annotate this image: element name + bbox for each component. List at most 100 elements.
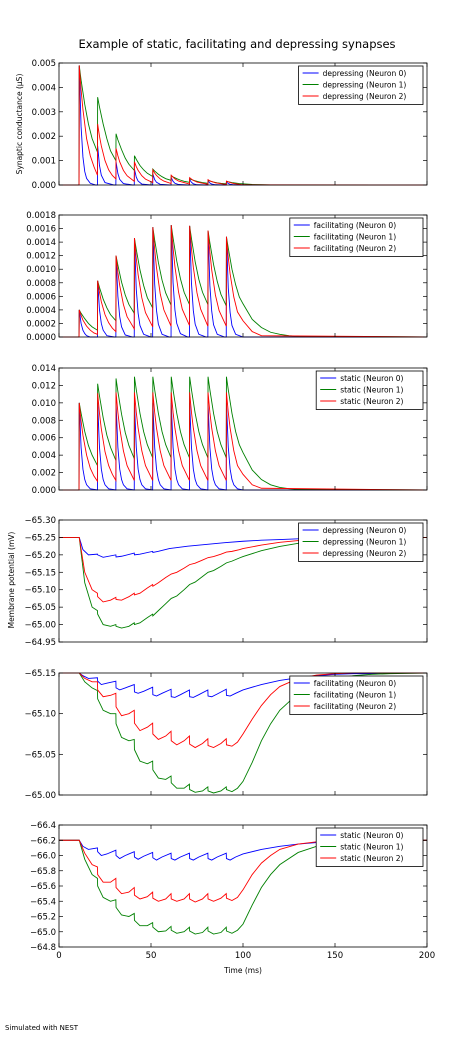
legend: depressing (Neuron 0) depressing (Neuron … (298, 65, 424, 105)
legend-box (315, 827, 424, 867)
series-line-1 (59, 839, 428, 935)
chart-panels: 0.000 0.001 0.002 0.003 0.004 0.005 depressing… (25, 59, 436, 961)
y-tick-label: 0.0016 (26, 225, 56, 235)
series-line-1 (59, 536, 428, 629)
x-tick-label: 100 (235, 951, 251, 961)
potential-ylabel: Membrane potential (mV) (7, 532, 16, 629)
panel-1: 0.0000 0.0002 0.0004 0.0006 0.0008 0.0010 0.00… (26, 211, 428, 343)
legend-label: facilitating (Neuron 0) (314, 221, 396, 230)
y-tick-label: −65.0 (30, 928, 56, 938)
legend-label: depressing (Neuron 0) (323, 526, 407, 535)
y-tick-label: 0.010 (32, 399, 56, 409)
y-tick-label: 0.005 (32, 59, 56, 69)
panel-4: −65.00 −65.05 −65.10 −65.15 facilitating (Ne… (25, 669, 428, 801)
y-tick-label: −65.15 (25, 568, 56, 578)
y-tick-label: −66.4 (30, 821, 56, 831)
x-tick-label: 200 (419, 951, 435, 961)
footer-credit: Simulated with NEST (5, 1024, 79, 1032)
legend: depressing (Neuron 0) depressing (Neuron … (298, 522, 424, 562)
series-line-2 (59, 225, 428, 338)
y-tick-label: −65.10 (25, 710, 56, 720)
legend: static (Neuron 0) static (Neuron 1) static… (315, 827, 424, 867)
y-tick-label: 0.004 (32, 83, 56, 93)
y-tick-label: 0.000 (32, 486, 56, 496)
panel-3: −64.95 −65.00 −65.05 −65.10 −65.15 −65.20 −65.… (25, 516, 428, 648)
series-line-2 (59, 392, 428, 491)
y-tick-label: 0.0018 (26, 211, 56, 221)
y-tick-label: −65.10 (25, 586, 56, 596)
y-tick-label: 0.004 (32, 451, 56, 461)
legend: facilitating (Neuron 0) facilitating (Neu… (289, 675, 424, 715)
legend-box (298, 522, 424, 562)
legend: static (Neuron 0) static (Neuron 1) static… (315, 370, 424, 410)
legend-label: depressing (Neuron 1) (323, 80, 407, 89)
y-tick-label: 0.014 (32, 364, 56, 374)
panel-5: −64.8 −65.0 −65.2 −65.4 −65.6 −65.8 −66.0 −66.2… (30, 821, 435, 961)
y-tick-label: 0.001 (32, 157, 56, 167)
series-line-2 (59, 839, 428, 903)
legend-label: static (Neuron 2) (340, 854, 403, 863)
y-tick-label: −65.05 (25, 603, 56, 613)
y-tick-label: −65.00 (25, 621, 56, 631)
legend: facilitating (Neuron 0) facilitating (Neu… (289, 217, 424, 257)
series-line-0 (59, 672, 427, 698)
y-tick-label: −65.4 (30, 897, 56, 907)
legend-label: facilitating (Neuron 1) (314, 232, 396, 241)
y-tick-label: −66.2 (30, 836, 56, 846)
conductance-ylabel: Synaptic conductance (µS) (15, 74, 24, 175)
x-tick-label: 150 (327, 951, 343, 961)
legend-box (315, 370, 424, 410)
series-line-0 (59, 839, 428, 861)
legend-label: depressing (Neuron 0) (323, 69, 407, 78)
y-tick-label: 0.0000 (26, 333, 56, 343)
series-line-0 (59, 225, 427, 338)
legend-label: depressing (Neuron 2) (323, 549, 407, 558)
y-tick-label: 0.000 (32, 181, 56, 191)
y-tick-label: −65.30 (25, 516, 56, 526)
y-tick-label: 0.0008 (26, 279, 56, 289)
series-line-2 (59, 672, 427, 749)
legend-label: depressing (Neuron 2) (323, 92, 407, 101)
y-tick-label: 0.0012 (26, 252, 56, 262)
legend-label: depressing (Neuron 1) (323, 537, 407, 546)
legend-box (289, 217, 424, 257)
y-tick-label: 0.006 (32, 434, 56, 444)
y-tick-label: 0.008 (32, 416, 56, 426)
y-tick-label: −65.25 (25, 533, 56, 543)
y-tick-label: −65.00 (25, 791, 56, 801)
series-line-2 (59, 65, 428, 186)
y-tick-label: 0.0002 (26, 319, 56, 329)
y-tick-label: −65.6 (30, 882, 56, 892)
legend-box (298, 65, 424, 105)
y-tick-label: 0.012 (32, 381, 56, 391)
y-tick-label: −65.2 (30, 913, 56, 923)
series-line-2 (59, 536, 428, 603)
y-tick-label: 0.0014 (26, 238, 56, 248)
y-tick-label: −66.0 (30, 852, 56, 862)
legend-label: static (Neuron 0) (340, 831, 403, 840)
legend-label: static (Neuron 1) (340, 842, 403, 851)
y-tick-label: 0.0006 (26, 292, 56, 302)
series-line-1 (59, 672, 428, 794)
legend-label: facilitating (Neuron 2) (314, 702, 396, 711)
x-axis-label: Time (ms) (223, 966, 262, 975)
panel-0: 0.000 0.001 0.002 0.003 0.004 0.005 depressing… (32, 59, 428, 191)
series-line-0 (59, 402, 427, 491)
legend-label: static (Neuron 0) (340, 374, 403, 383)
legend-box (289, 675, 424, 715)
y-tick-label: 0.0004 (26, 306, 56, 316)
y-tick-label: −65.20 (25, 551, 56, 561)
x-tick-label: 0 (56, 951, 61, 961)
legend-label: facilitating (Neuron 0) (314, 679, 396, 688)
y-tick-label: 0.0010 (26, 265, 56, 275)
y-tick-label: 0.002 (32, 469, 56, 479)
legend-label: static (Neuron 2) (340, 397, 403, 406)
y-tick-label: −65.8 (30, 867, 56, 877)
y-tick-label: 0.002 (32, 132, 56, 142)
figure-title: Example of static, facilitating and depr… (78, 37, 395, 51)
legend-label: facilitating (Neuron 2) (314, 244, 396, 253)
y-tick-label: −65.15 (25, 669, 56, 679)
x-tick-label: 50 (146, 951, 157, 961)
y-tick-label: −64.95 (25, 638, 56, 648)
